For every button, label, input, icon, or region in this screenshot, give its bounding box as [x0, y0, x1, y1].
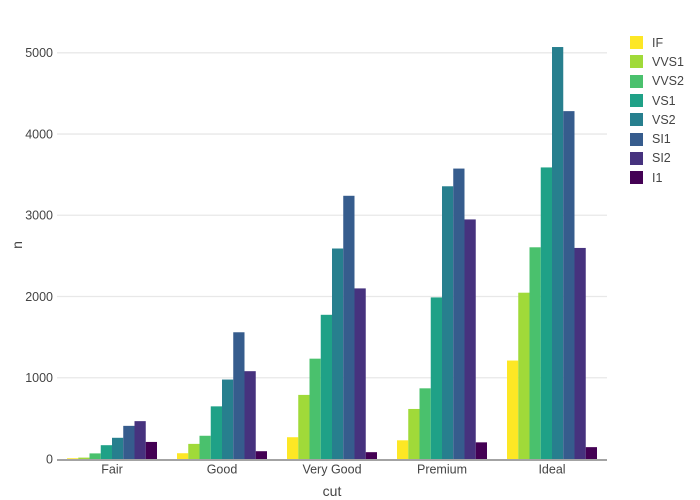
x-tick-label-good: Good	[207, 463, 238, 477]
legend-swatch-i1	[630, 171, 643, 185]
legend-item-vvs1[interactable]: VVS1	[630, 52, 684, 71]
legend-item-si2[interactable]: SI2	[630, 149, 684, 168]
bar-very-good-si2[interactable]	[354, 288, 366, 459]
legend-swatch-si1	[630, 132, 643, 146]
bar-premium-i1[interactable]	[475, 442, 487, 459]
legend-label-si1: SI1	[652, 132, 671, 147]
y-tick-label-4000: 4000	[25, 127, 53, 141]
legend-label-vvs1: VVS1	[652, 54, 684, 69]
bar-fair-si1[interactable]	[123, 425, 135, 459]
bar-fair-vvs1[interactable]	[78, 457, 90, 459]
bar-fair-vs1[interactable]	[100, 445, 112, 459]
y-tick-label-2000: 2000	[25, 290, 53, 304]
bar-fair-vs2[interactable]	[112, 437, 124, 459]
bar-good-si1[interactable]	[233, 332, 245, 459]
y-tick-label-3000: 3000	[25, 209, 53, 223]
legend: IF VVS1 VVS2 VS1 VS2 SI1 SI2 I1	[630, 33, 684, 187]
legend-swatch-vs1	[630, 94, 643, 108]
bar-good-if[interactable]	[177, 453, 189, 459]
x-axis-title: cut	[322, 483, 342, 499]
bar-fair-i1[interactable]	[145, 441, 157, 459]
bar-premium-vvs2[interactable]	[419, 388, 431, 459]
bar-good-vs2[interactable]	[222, 379, 234, 459]
legend-item-i1[interactable]: I1	[630, 168, 684, 187]
x-tick-label-very-good: Very Good	[302, 463, 361, 477]
bar-good-i1[interactable]	[255, 451, 267, 459]
legend-label-vs1: VS1	[652, 93, 676, 108]
bar-ideal-vvs2[interactable]	[529, 247, 541, 459]
bar-ideal-si2[interactable]	[574, 247, 586, 459]
bar-ideal-i1[interactable]	[585, 447, 597, 459]
bar-ideal-vs2[interactable]	[552, 47, 564, 460]
legend-swatch-vs2	[630, 113, 643, 127]
bar-very-good-i1[interactable]	[365, 452, 377, 459]
bar-premium-if[interactable]	[397, 440, 409, 459]
legend-swatch-if	[630, 36, 643, 50]
bar-very-good-vs1[interactable]	[320, 314, 332, 459]
legend-item-vs1[interactable]: VS1	[630, 91, 684, 110]
legend-swatch-si2	[630, 151, 643, 165]
legend-label-si2: SI2	[652, 151, 671, 166]
bar-premium-si1[interactable]	[453, 168, 465, 459]
y-tick-label-1000: 1000	[25, 371, 53, 385]
bar-very-good-if[interactable]	[287, 437, 299, 459]
bar-very-good-vvs2[interactable]	[309, 358, 321, 459]
legend-item-if[interactable]: IF	[630, 33, 684, 52]
x-tick-label-fair: Fair	[101, 463, 123, 477]
x-tick-label-premium: Premium	[417, 463, 467, 477]
legend-swatch-vvs2	[630, 74, 643, 88]
legend-label-if: IF	[652, 35, 664, 50]
legend-label-i1: I1	[652, 170, 663, 185]
legend-item-vs2[interactable]: VS2	[630, 110, 684, 129]
bar-good-vvs2[interactable]	[199, 435, 211, 459]
x-tick-label-ideal: Ideal	[538, 463, 565, 477]
legend-label-vs2: VS2	[652, 112, 676, 127]
legend-label-vvs2: VVS2	[652, 74, 684, 89]
legend-swatch-vvs1	[630, 55, 643, 69]
legend-item-si1[interactable]: SI1	[630, 129, 684, 148]
bar-fair-if[interactable]	[67, 458, 79, 459]
bar-ideal-if[interactable]	[507, 360, 519, 459]
bar-premium-si2[interactable]	[464, 219, 476, 459]
bar-very-good-vs2[interactable]	[332, 248, 344, 459]
bar-good-si2[interactable]	[244, 371, 256, 459]
bar-good-vs1[interactable]	[210, 406, 222, 459]
y-axis-title: n	[9, 241, 25, 249]
bar-very-good-vvs1[interactable]	[298, 394, 310, 459]
bar-fair-vvs2[interactable]	[89, 453, 101, 459]
bar-very-good-si1[interactable]	[343, 195, 355, 459]
bar-ideal-si1[interactable]	[563, 111, 575, 460]
y-tick-label-0: 0	[46, 452, 53, 466]
y-tick-label-5000: 5000	[25, 46, 53, 60]
bar-ideal-vvs1[interactable]	[518, 292, 530, 459]
bar-good-vvs1[interactable]	[188, 443, 200, 459]
bar-premium-vvs1[interactable]	[408, 408, 420, 459]
bar-premium-vs1[interactable]	[430, 297, 442, 459]
bar-ideal-vs1[interactable]	[540, 167, 552, 460]
bar-premium-vs2[interactable]	[442, 186, 454, 459]
legend-item-vvs2[interactable]: VVS2	[630, 72, 684, 91]
x-axis-line	[57, 459, 607, 461]
bar-fair-si2[interactable]	[134, 421, 146, 459]
